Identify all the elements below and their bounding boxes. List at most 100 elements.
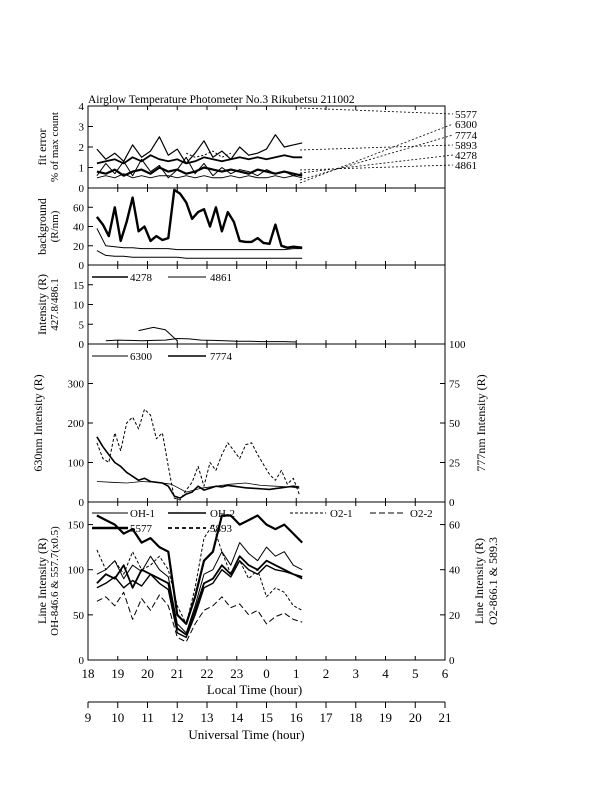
legend-label: 5577 (455, 109, 478, 121)
x-ut-tick-label: 15 (260, 710, 273, 725)
series-line-bg2 (96, 228, 303, 251)
y-tick-label: 100 (68, 565, 85, 577)
series-line-6300 (96, 154, 303, 165)
series-line-6300 (96, 408, 300, 501)
legend-leader (299, 154, 454, 174)
legend-label: O2-1 (330, 508, 353, 520)
series-line-5893 (96, 555, 303, 636)
series-line-4861 (185, 150, 232, 158)
x-local-tick-label: 2 (323, 666, 330, 681)
series-line-bg1 (95, 188, 303, 249)
series-line-O2-2 (96, 591, 303, 643)
y-right-tick-label: 0 (449, 655, 455, 667)
x-local-tick-label: 6 (442, 666, 449, 681)
x-local-tick-label: 3 (353, 666, 360, 681)
legend-label: 6300 (455, 119, 478, 131)
series-group (96, 514, 303, 643)
y-right-tick-label: 0 (449, 497, 455, 509)
legend-label: 5577 (130, 523, 153, 535)
x-ut-tick-label: 19 (379, 710, 392, 725)
y-axis-label: fit error (35, 129, 49, 166)
y-axis-label-2: OH-846.6 & 557.7(x0.5) (49, 526, 61, 636)
x-local-tick-label: 4 (382, 666, 389, 681)
y-tick-label: 40 (73, 222, 85, 234)
y-tick-label: 4 (79, 101, 85, 113)
panel-fit_error: 0 1 2 3 4 fit error% of max count 557763007774… (35, 101, 478, 195)
x-ut-tick-label: 16 (290, 710, 304, 725)
y-axis-label: background (35, 198, 49, 255)
legend-label: OH-2 (210, 508, 235, 520)
y-tick-label: 150 (68, 520, 85, 532)
y-tick-label: 0 (79, 183, 85, 195)
y-tick-label: 2 (79, 142, 85, 154)
series-group (105, 326, 297, 343)
x-local-tick-label: 21 (171, 666, 184, 681)
x-ut-tick-label: 21 (439, 710, 452, 725)
legend-label: 6300 (130, 351, 153, 363)
y-right-tick-label: 75 (449, 379, 461, 391)
y-tick-label: 20 (73, 241, 85, 253)
legend-label: 4861 (455, 160, 477, 172)
series-line-bg3 (96, 250, 303, 259)
y-axis-label: Intensity (R) (35, 274, 49, 335)
y-tick-label: 0 (79, 339, 85, 351)
series-line-7774 (96, 436, 300, 499)
legend-label: OH-1 (130, 508, 155, 520)
legend-leader (299, 107, 454, 115)
y-tick-label: 3 (79, 122, 85, 134)
legend-leader (299, 123, 454, 184)
series-line-OH-1 (96, 542, 303, 634)
y-tick-label: 0 (79, 260, 85, 272)
x-local-axis-label: Local Time (hour) (207, 682, 302, 697)
y-right-tick-label: 20 (449, 610, 461, 622)
series-group (96, 134, 303, 179)
y-axis-label-2: % of max count (49, 112, 61, 182)
series-line-thin (96, 481, 300, 493)
x-ut-tick-label: 10 (111, 710, 124, 725)
x-local-tick-label: 23 (230, 666, 243, 681)
legend-label: 4278 (455, 150, 478, 162)
y-axis-label: 630nm Intensity (R) (31, 374, 45, 471)
x-ut-axis-label: Universal Time (hour) (188, 727, 304, 742)
x-local-tick-label: 5 (412, 666, 419, 681)
panel-blue_lines: 0 5 10 15 Intensity (R) 427.8/486.1 4278 4861 (35, 264, 446, 351)
series-group (95, 188, 303, 259)
series-group (96, 408, 300, 501)
panel-frame (87, 187, 446, 266)
series-line-4278 (105, 338, 297, 343)
y-right-axis-label-2: O2-866.1 & 589.3 (486, 537, 500, 625)
x-local-tick-label: 19 (111, 666, 124, 681)
y-tick-label: 15 (73, 280, 85, 292)
legend-leader (299, 134, 454, 181)
x-local-tick-label: 22 (201, 666, 214, 681)
x-ut-tick-label: 20 (409, 710, 422, 725)
y-axis-label: Line Intensity (R) (35, 538, 49, 624)
series-line-5893 (96, 166, 303, 177)
legend-leader (299, 164, 454, 171)
y-tick-label: 50 (73, 610, 85, 622)
legend-label: 5893 (210, 523, 233, 535)
y-right-axis-label: 777nm Intensity (R) (474, 374, 488, 471)
x-local-tick-label: 20 (141, 666, 154, 681)
x-ut-tick-label: 12 (171, 710, 184, 725)
x-ut-tick-label: 13 (201, 710, 214, 725)
y-tick-label: 0 (79, 655, 85, 667)
legend-leader (299, 144, 454, 151)
y-right-axis-label: Line Intensity (R) (472, 538, 486, 624)
panel-frame (87, 343, 446, 503)
y-axis-label-2: (R/nm) (49, 210, 61, 242)
y-axis-label-2: 427.8/486.1 (49, 278, 61, 331)
y-tick-label: 100 (68, 458, 85, 470)
chart-title: Airglow Temperature Photometer No.3 Riku… (88, 94, 355, 106)
y-tick-label: 10 (73, 300, 85, 312)
series-line-4861 (138, 326, 178, 342)
panel-redline: 0 100 200 300 0 25 50 75 100 630nm Intensity (R) 7… (31, 339, 488, 509)
legend-label: 7774 (210, 351, 233, 363)
x-ut-tick-label: 18 (349, 710, 362, 725)
y-right-tick-label: 100 (449, 339, 466, 351)
series-line-4278 (96, 173, 303, 179)
